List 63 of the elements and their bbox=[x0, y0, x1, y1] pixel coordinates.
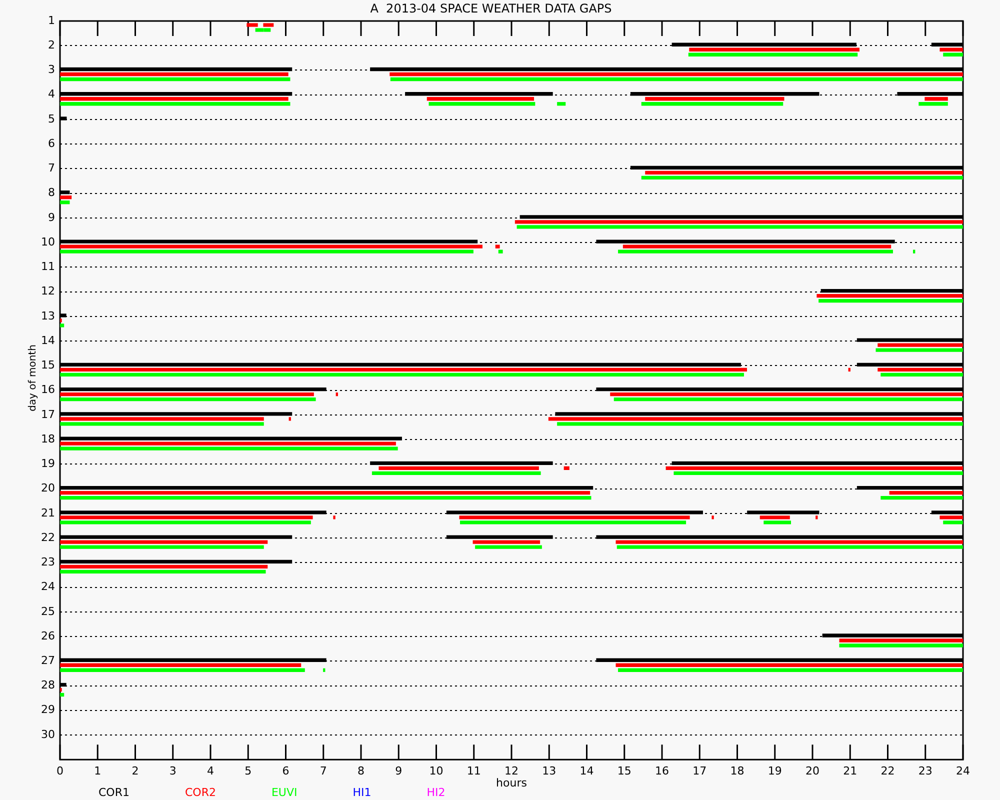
y-tick-label: 3 bbox=[48, 63, 55, 76]
legend-label: HI2 bbox=[426, 786, 446, 799]
y-tick-label: 22 bbox=[41, 530, 55, 544]
x-tick-label: 14 bbox=[580, 764, 594, 778]
x-tick-label: 22 bbox=[880, 764, 895, 778]
x-tick-label: 0 bbox=[56, 764, 64, 778]
x-tick-label: 2 bbox=[132, 764, 139, 778]
x-tick-label: 8 bbox=[358, 764, 364, 778]
x-tick-label: 16 bbox=[655, 764, 669, 778]
y-tick-label: 10 bbox=[41, 235, 55, 248]
y-tick-label: 28 bbox=[41, 678, 55, 692]
y-tick-label: 9 bbox=[48, 210, 55, 224]
x-tick-label: 3 bbox=[169, 764, 176, 778]
y-tick-label: 29 bbox=[41, 703, 55, 716]
y-tick-label: 23 bbox=[41, 556, 55, 569]
y-tick-label: 19 bbox=[41, 457, 55, 470]
x-tick-label: 21 bbox=[843, 764, 858, 778]
legend-label: HI1 bbox=[352, 786, 372, 799]
y-tick-label: 7 bbox=[48, 162, 55, 175]
y-tick-label: 11 bbox=[41, 260, 55, 274]
y-tick-label: 25 bbox=[41, 604, 55, 618]
y-tick-label: 26 bbox=[41, 629, 55, 642]
text: EUVI bbox=[271, 786, 298, 799]
y-tick-label: 20 bbox=[41, 482, 55, 495]
y-tick-label: 2 bbox=[48, 38, 55, 52]
x-tick-label: 12 bbox=[504, 764, 518, 778]
text: COR1 bbox=[98, 786, 130, 799]
x-tick-label: 13 bbox=[542, 764, 556, 778]
x-tick-label: 19 bbox=[768, 764, 782, 778]
y-tick-label: 24 bbox=[41, 580, 55, 594]
y-axis-title: day of month bbox=[28, 344, 39, 412]
x-tick-label: 24 bbox=[956, 764, 970, 778]
y-tick-label: 12 bbox=[41, 284, 55, 298]
x-tick-label: 10 bbox=[429, 764, 444, 778]
x-tick-label: 23 bbox=[918, 764, 932, 778]
y-tick-label: 30 bbox=[41, 728, 55, 741]
x-tick-label: 5 bbox=[244, 764, 252, 778]
x-tick-label: 17 bbox=[692, 764, 707, 778]
x-tick-label: 1 bbox=[94, 764, 102, 778]
y-tick-label: 16 bbox=[41, 383, 55, 396]
chart-title: A 2013-04 SPACE WEATHER DATA GAPS bbox=[370, 1, 612, 16]
x-tick-label: 20 bbox=[806, 764, 820, 778]
x-axis-title: hours bbox=[496, 776, 528, 790]
x-tick-label: 6 bbox=[282, 764, 290, 778]
y-tick-label: 1 bbox=[48, 14, 55, 27]
y-tick-label: 13 bbox=[41, 309, 55, 322]
y-tick-label: 21 bbox=[41, 506, 55, 520]
x-tick-label: 9 bbox=[395, 764, 402, 778]
y-tick-label: 27 bbox=[41, 654, 55, 667]
y-tick-label: 14 bbox=[41, 334, 55, 347]
y-tick-label: 4 bbox=[48, 88, 55, 101]
y-tick-label: 8 bbox=[48, 186, 55, 200]
text: COR2 bbox=[184, 786, 216, 799]
y-tick-label: 5 bbox=[48, 112, 55, 126]
x-tick-label: 15 bbox=[617, 764, 632, 778]
y-tick-label: 18 bbox=[41, 432, 55, 446]
y-tick-label: 15 bbox=[41, 358, 55, 372]
x-tick-label: 11 bbox=[466, 764, 481, 778]
y-tick-label: 6 bbox=[48, 136, 55, 150]
y-tick-label: 17 bbox=[41, 408, 55, 421]
x-tick-label: 4 bbox=[207, 764, 214, 778]
x-tick-label: 7 bbox=[320, 764, 327, 778]
x-tick-label: 18 bbox=[730, 764, 744, 778]
